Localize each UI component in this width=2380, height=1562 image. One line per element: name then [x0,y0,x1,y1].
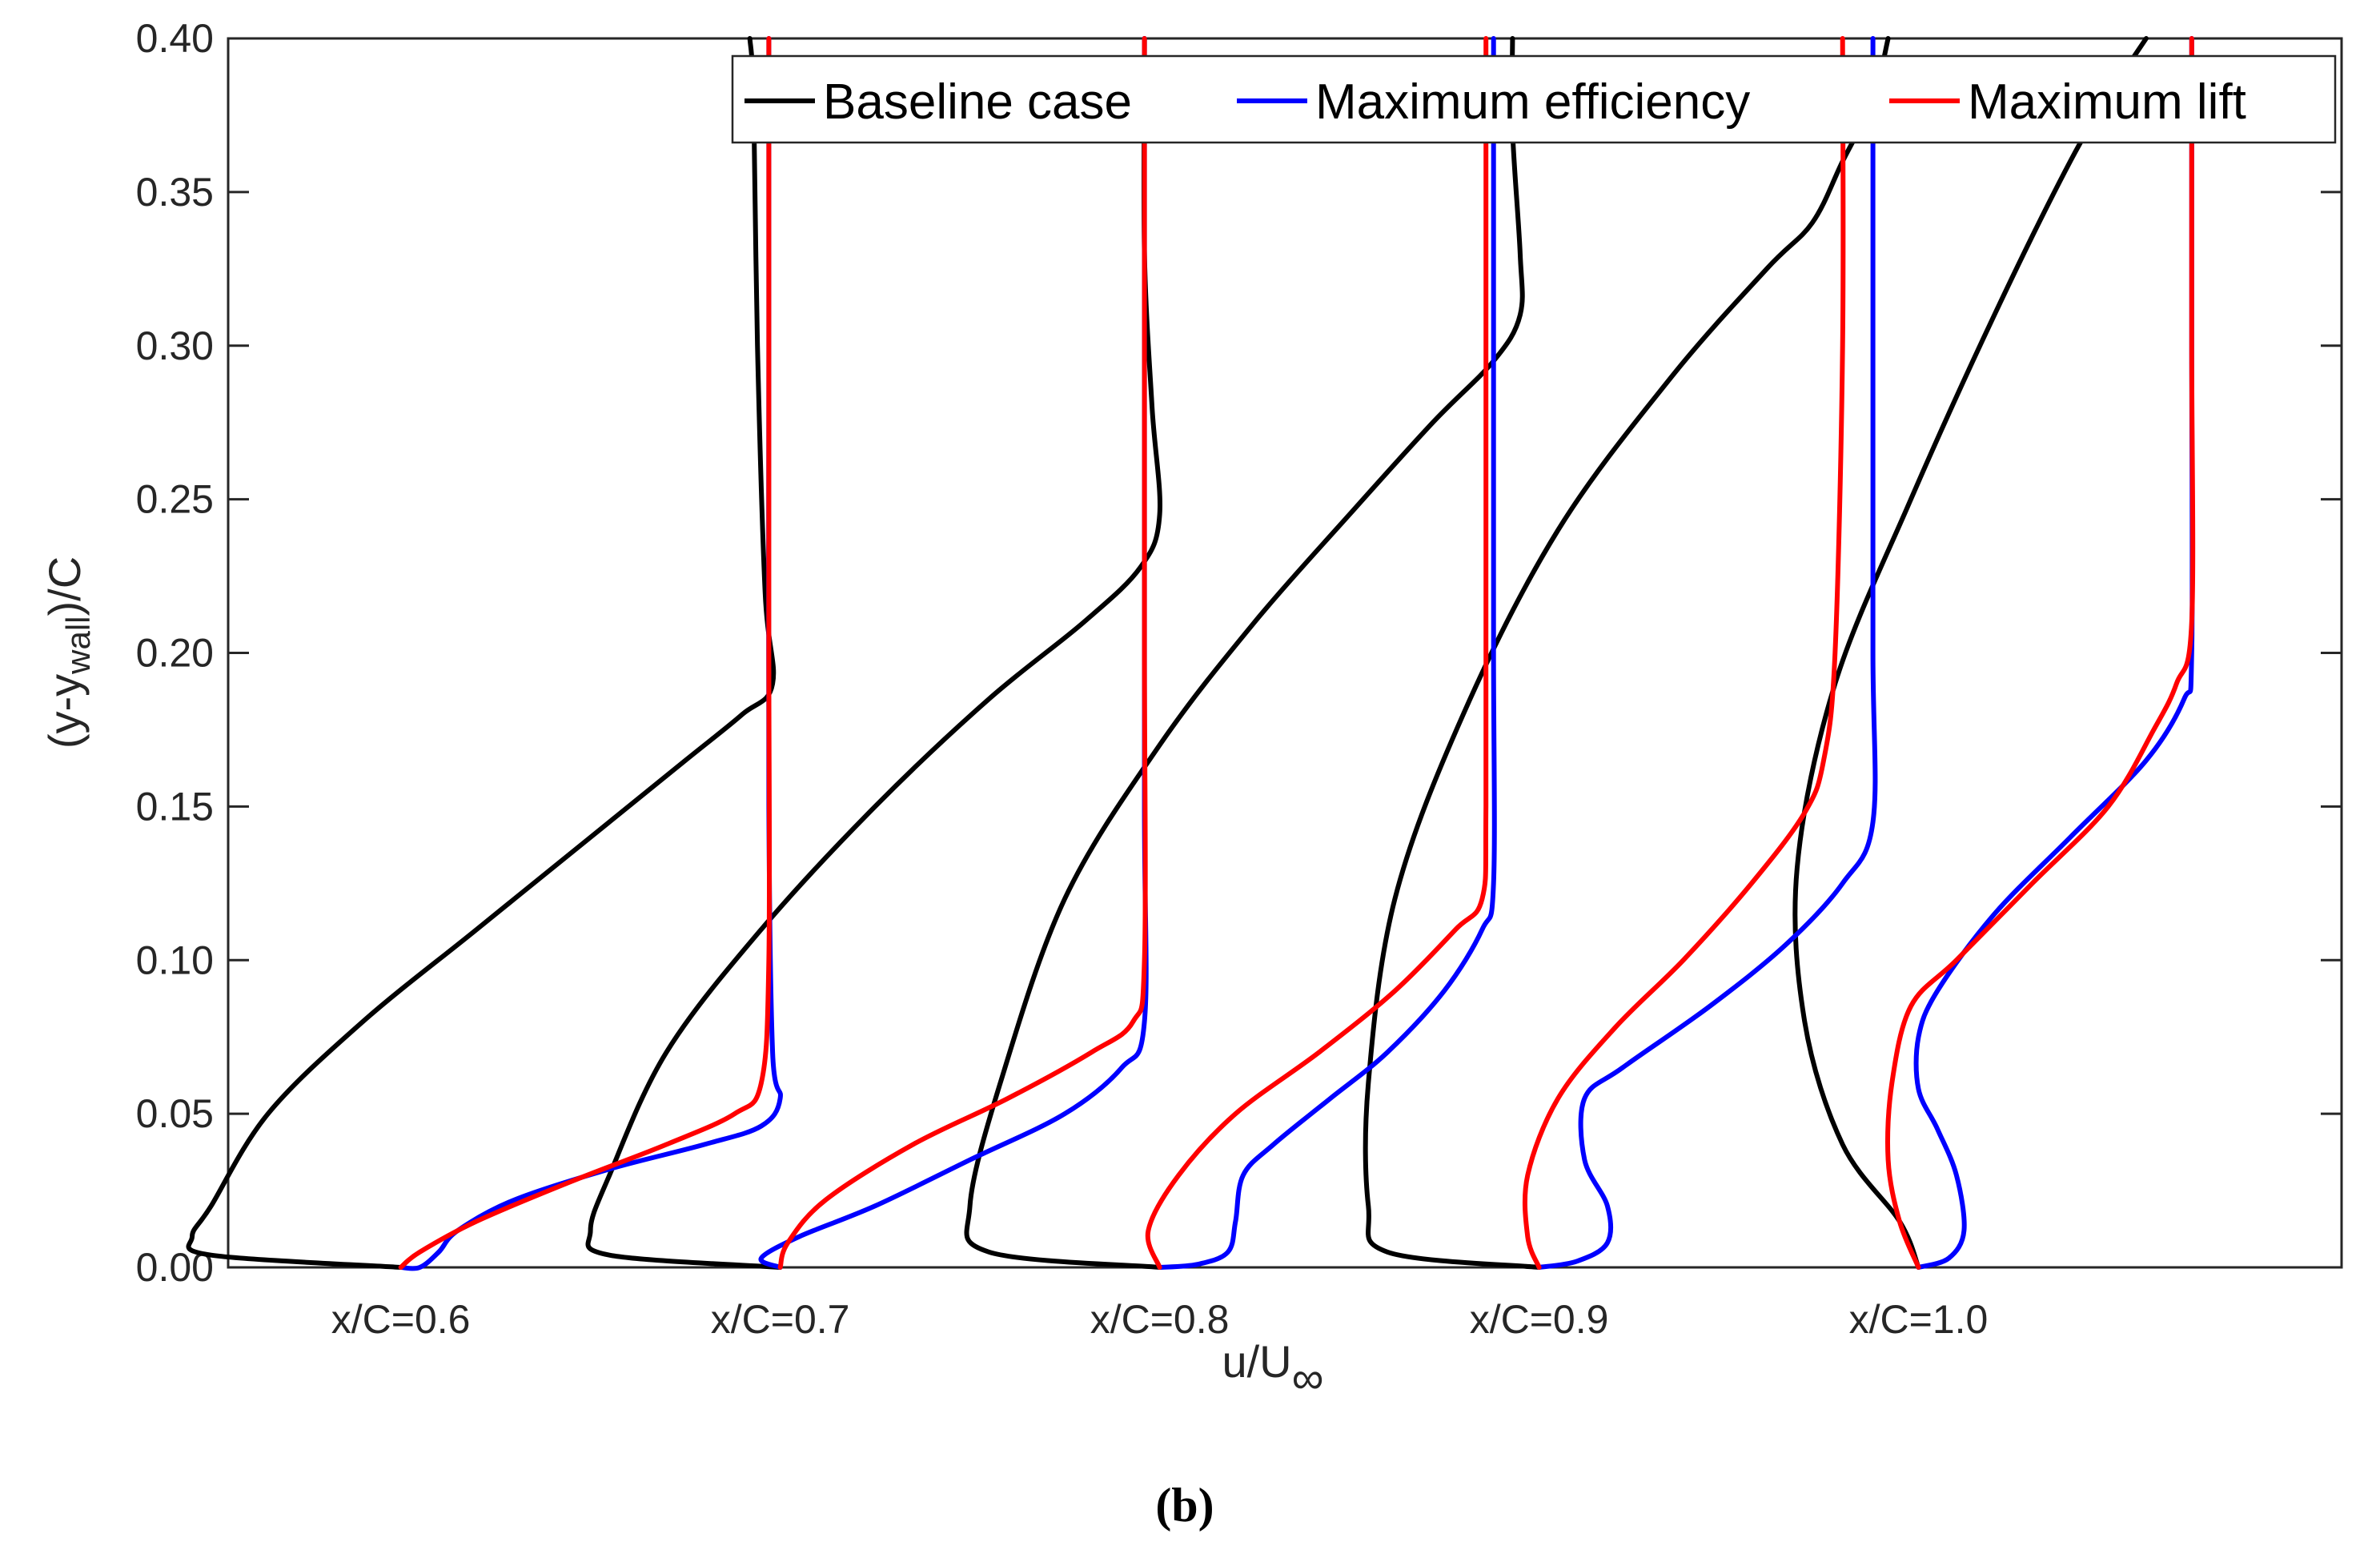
x-axis-title: u/U∞ [1222,1336,1323,1403]
station-label: x/C=0.7 [711,1297,850,1342]
y-tick-label: 0.40 [136,16,214,61]
legend-box [731,54,2337,144]
curve-maximum-lift-x-c-1-0 [1885,36,2196,1270]
y-tick-label: 0.05 [136,1091,214,1136]
figure-caption: (b) [1155,1479,1214,1532]
station-label: x/C=0.9 [1470,1297,1609,1342]
y-tick-label: 0.35 [136,170,214,215]
y-axis-title: (y-ywall)/C [39,556,97,749]
plot-area: 0.000.050.100.150.200.250.300.350.40 [136,16,2343,1290]
y-tick-label: 0.30 [136,323,214,368]
station-label: x/C=1.0 [1849,1297,1989,1342]
y-ticks: 0.000.050.100.150.200.250.300.350.40 [136,16,2342,1290]
legend: Baseline case Maximum efficiency Maximum… [731,54,2337,144]
station-labels: x/C=0.6 x/C=0.7 x/C=0.8 x/C=0.9 x/C=1.0 [331,1297,1989,1342]
station-label: x/C=0.6 [331,1297,471,1342]
curve-baseline-case-x-c-1-0 [1792,36,2149,1270]
station-label: x/C=0.8 [1090,1297,1230,1342]
curve-baseline-case-x-c-0-6 [186,36,777,1270]
y-tick-label: 0.25 [136,477,214,522]
profile-curves [186,36,2196,1271]
curve-maximum-lift-x-c-0-7 [777,36,1148,1270]
y-tick-label: 0.10 [136,938,214,982]
curve-baseline-case-x-c-0-8 [964,36,1525,1270]
curve-maximum-lift-x-c-0-8 [1145,36,1489,1270]
y-tick-label: 0.20 [136,631,214,676]
curve-maximum-lift-x-c-0-6 [398,36,773,1270]
legend-label-max-lift: Maximum lift [1968,74,2246,130]
curve-maximum-efficiency-x-c-0-9 [1536,36,1878,1270]
axes-box [227,37,2343,1269]
y-tick-label: 0.15 [136,784,214,829]
curve-maximum-lift-x-c-0-9 [1522,36,1846,1270]
legend-label-baseline: Baseline case [823,74,1132,130]
curve-baseline-case-x-c-0-7 [585,36,1162,1270]
curve-maximum-efficiency-x-c-0-8 [1157,36,1497,1270]
curve-baseline-case-x-c-0-9 [1363,36,1891,1270]
legend-label-max-efficiency: Maximum efficiency [1315,74,1750,130]
